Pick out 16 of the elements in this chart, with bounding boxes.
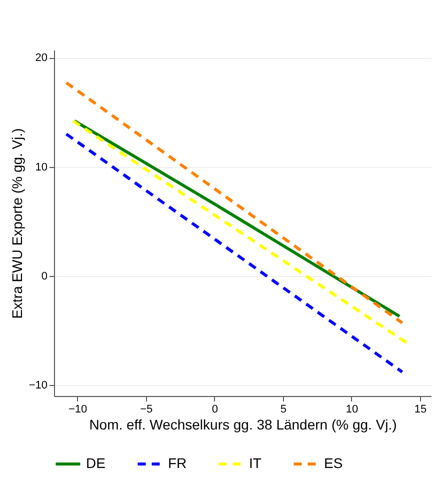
x-axis-title: Nom. eff. Wechselkurs gg. 38 Ländern (% gg. Vj.) — [89, 416, 397, 432]
x-tick-label: −5 — [140, 404, 153, 416]
x-tick-label: −10 — [68, 404, 88, 416]
x-tick-label: 10 — [346, 404, 358, 416]
y-tick-label: 20 — [35, 52, 48, 64]
x-tick-label: 0 — [212, 404, 218, 416]
legend-label: DE — [86, 455, 106, 471]
legend-label: FR — [168, 455, 187, 471]
y-tick-label: 0 — [41, 270, 48, 282]
legend-label: ES — [324, 455, 343, 471]
legend-label: IT — [249, 455, 262, 471]
x-tick-label: 5 — [280, 404, 287, 416]
y-tick-label: 10 — [35, 161, 48, 174]
y-axis-title: Extra EWU Exporte (% gg. Vj.) — [8, 128, 25, 319]
x-tick-label: 15 — [414, 404, 427, 416]
y-tick-label: −10 — [28, 380, 48, 392]
